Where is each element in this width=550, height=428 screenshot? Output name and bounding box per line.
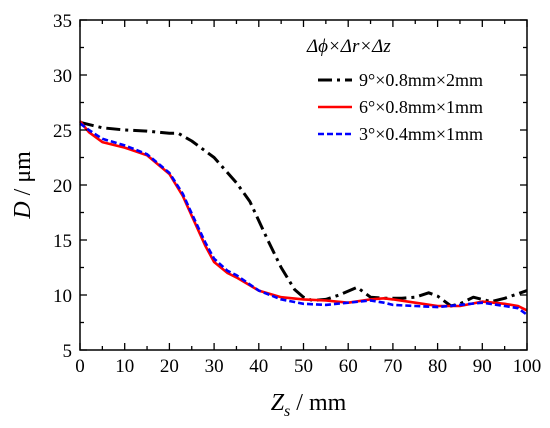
series-line-2: [78, 120, 528, 312]
x-tick-label: 20: [160, 356, 179, 377]
x-tick-label: 90: [473, 356, 492, 377]
legend-label-1: 9°×0.8mm×2mm: [359, 70, 483, 90]
x-tick-label: 80: [428, 356, 447, 377]
x-tick-label: 10: [115, 356, 134, 377]
y-axis-title: D / μm: [10, 151, 36, 220]
legend-label-2: 6°×0.8mm×1mm: [359, 97, 483, 117]
x-axis-variable: Z: [271, 390, 285, 416]
legend-title: Δϕ×Δr×Δz: [306, 36, 391, 57]
x-tick-label: 0: [75, 356, 85, 377]
x-tick-label: 60: [339, 356, 358, 377]
x-tick-label: 50: [294, 356, 313, 377]
x-axis-unit: / mm: [290, 390, 346, 416]
tick-labels: 0 10 20 30 40 50 60 70 80 90 100 5 10 15 20 25 30 35: [53, 11, 541, 377]
y-tick-label: 30: [53, 66, 72, 87]
x-axis-subscript: s: [284, 403, 290, 420]
y-tick-label: 15: [53, 231, 72, 252]
y-tick-label: 10: [53, 286, 72, 307]
legend-label-3: 3°×0.4mm×1mm: [359, 124, 483, 144]
x-tick-label: 100: [513, 356, 542, 377]
x-tick-label: 30: [205, 356, 224, 377]
x-tick-label: 40: [249, 356, 268, 377]
y-axis-unit: / μm: [10, 151, 36, 202]
y-axis-variable: D: [10, 201, 36, 219]
x-axis-title: Zs / mm: [271, 390, 347, 420]
x-tick-label: 70: [383, 356, 402, 377]
y-tick-label: 25: [53, 121, 72, 142]
axis-ticks: [79, 19, 528, 351]
y-tick-label: 20: [53, 176, 72, 197]
legend-entries: 9°×0.8mm×2mm 6°×0.8mm×1mm 3°×0.4mm×1mm: [318, 70, 483, 144]
y-tick-label: 5: [63, 341, 73, 362]
series-line-1: [79, 120, 528, 308]
series-layer: [78, 120, 528, 316]
legend: Δϕ×Δr×Δz 9°×0.8mm×2mm 6°×0.8mm×1mm 3°×0.4m…: [306, 36, 483, 144]
y-tick-label: 35: [53, 11, 72, 32]
series-line-3: [79, 122, 528, 316]
